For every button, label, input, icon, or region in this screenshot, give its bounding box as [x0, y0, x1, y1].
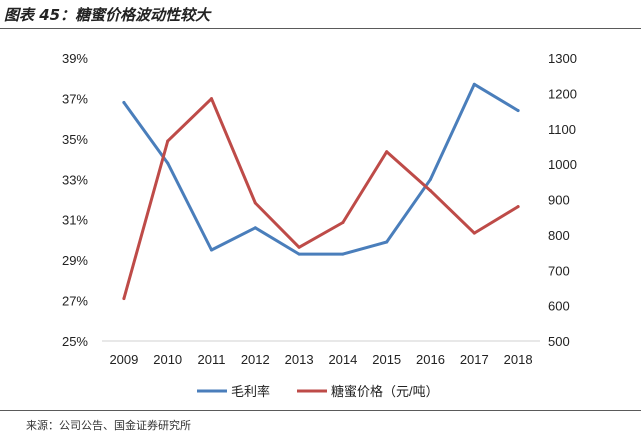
- x-tick-label: 2017: [460, 352, 489, 367]
- series-2-point: [122, 297, 126, 301]
- left-tick-label: 33%: [62, 172, 88, 187]
- x-tick-label: 2015: [372, 352, 401, 367]
- series-1-point: [297, 252, 301, 256]
- x-tick-label: 2009: [109, 352, 138, 367]
- right-tick-label: 1100: [548, 122, 576, 137]
- right-tick-label: 800: [548, 228, 570, 243]
- x-tick-label: 2016: [416, 352, 445, 367]
- right-axis-tick-labels: 500 600 700 800 900 1000 1100 1200 1300: [548, 51, 577, 349]
- series-1-point: [253, 226, 257, 230]
- x-tick-label: 2018: [504, 352, 533, 367]
- series-1-point: [429, 177, 432, 181]
- x-tick-label: 2013: [285, 352, 314, 367]
- right-tick-label: 1200: [548, 86, 577, 101]
- left-tick-label: 27%: [62, 294, 88, 309]
- series-2-point: [166, 139, 170, 143]
- right-tick-label: 700: [548, 263, 570, 278]
- series-2-point: [210, 97, 213, 101]
- right-tick-label: 500: [548, 334, 570, 349]
- series-2-point: [472, 231, 476, 235]
- series-2-point: [516, 205, 520, 209]
- series-lines: [122, 82, 520, 301]
- left-tick-label: 37%: [62, 91, 88, 106]
- series-1-point: [210, 248, 213, 252]
- right-tick-label: 600: [548, 299, 570, 314]
- left-tick-label: 31%: [62, 213, 88, 228]
- series-line-2: [122, 97, 520, 301]
- left-tick-label: 39%: [62, 51, 88, 66]
- legend-label-2: 糖蜜价格（元/吨）: [331, 384, 439, 399]
- series-2-point: [297, 245, 301, 249]
- series-1-point: [472, 82, 476, 86]
- right-tick-label: 900: [548, 193, 570, 208]
- title-divider: [0, 28, 641, 29]
- chart-title: 图表 45：糖蜜价格波动性较大: [4, 6, 211, 24]
- source-note: 来源：公司公告、国金证券研究所: [26, 419, 191, 432]
- legend-label-1: 毛利率: [231, 384, 270, 399]
- series-2-point: [429, 189, 432, 193]
- legend: 毛利率 糖蜜价格（元/吨）: [197, 384, 439, 399]
- x-tick-label: 2011: [198, 352, 226, 367]
- series-1-point: [341, 252, 345, 256]
- left-tick-label: 25%: [62, 334, 88, 349]
- right-tick-label: 1300: [548, 51, 577, 66]
- x-axis-tick-labels: 2009 2010 2011 2012 2013 2014 2015 2016 2017 2018: [109, 352, 532, 367]
- series-1-point: [385, 240, 389, 244]
- series-2-point: [253, 201, 257, 205]
- x-tick-label: 2014: [328, 352, 357, 367]
- series-1-point: [516, 109, 520, 113]
- series-1-point: [122, 100, 126, 104]
- series-line-1: [122, 82, 520, 256]
- series-1-point: [166, 161, 170, 165]
- left-axis-tick-labels: 25% 27% 29% 31% 33% 35% 37% 39%: [62, 51, 88, 349]
- series-2-point: [385, 150, 389, 154]
- x-tick-label: 2010: [153, 352, 182, 367]
- left-tick-label: 29%: [62, 253, 88, 268]
- source-divider: [0, 410, 641, 411]
- series-2-point: [341, 220, 345, 224]
- right-tick-label: 1000: [548, 157, 577, 172]
- x-tick-label: 2012: [241, 352, 270, 367]
- left-tick-label: 35%: [62, 132, 88, 147]
